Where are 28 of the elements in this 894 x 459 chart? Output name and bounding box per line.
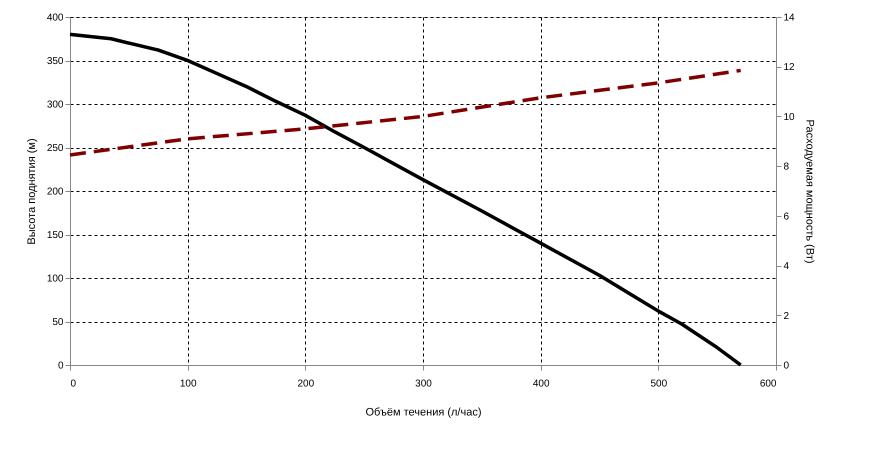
x-axis-title: Объём течения (л/час) [366,406,482,418]
y-tick-label: 0 [58,360,64,372]
y2-tick-label: 10 [784,112,796,123]
y-tick-label: 100 [46,274,64,284]
y-axis-title: Высота поднятия (м) [26,138,38,245]
y-tick-label: 350 [46,56,64,67]
y-tick-label: 400 [46,12,64,24]
y-tick-label: 200 [46,186,64,198]
y2-tick-label: 14 [784,12,796,24]
y2-tick-label: 4 [784,261,790,272]
y2-axis-title: Расходуемая мощность (Вт) [804,119,816,264]
y2-tick-label: 6 [784,211,790,222]
x-tick-label: 0 [70,378,76,390]
y-tick-label: 150 [46,230,64,241]
y2-tick-label: 8 [784,162,790,173]
x-tick-label: 400 [532,378,550,390]
y2-tick-label: 2 [784,310,790,322]
line-series [68,68,742,157]
y-tick-label: 50 [52,317,64,328]
x-tick-label: 100 [180,378,197,390]
x-tick-label: 200 [297,378,315,390]
x-tick-label: 300 [415,378,432,390]
y2-tick-label: 12 [784,62,796,74]
x-tick-label: 500 [650,378,668,390]
y-tick-label: 300 [46,100,64,110]
y2-tick-label: 0 [784,360,790,372]
y-tick-label: 250 [46,143,64,154]
x-tick-label: 600 [760,378,777,390]
